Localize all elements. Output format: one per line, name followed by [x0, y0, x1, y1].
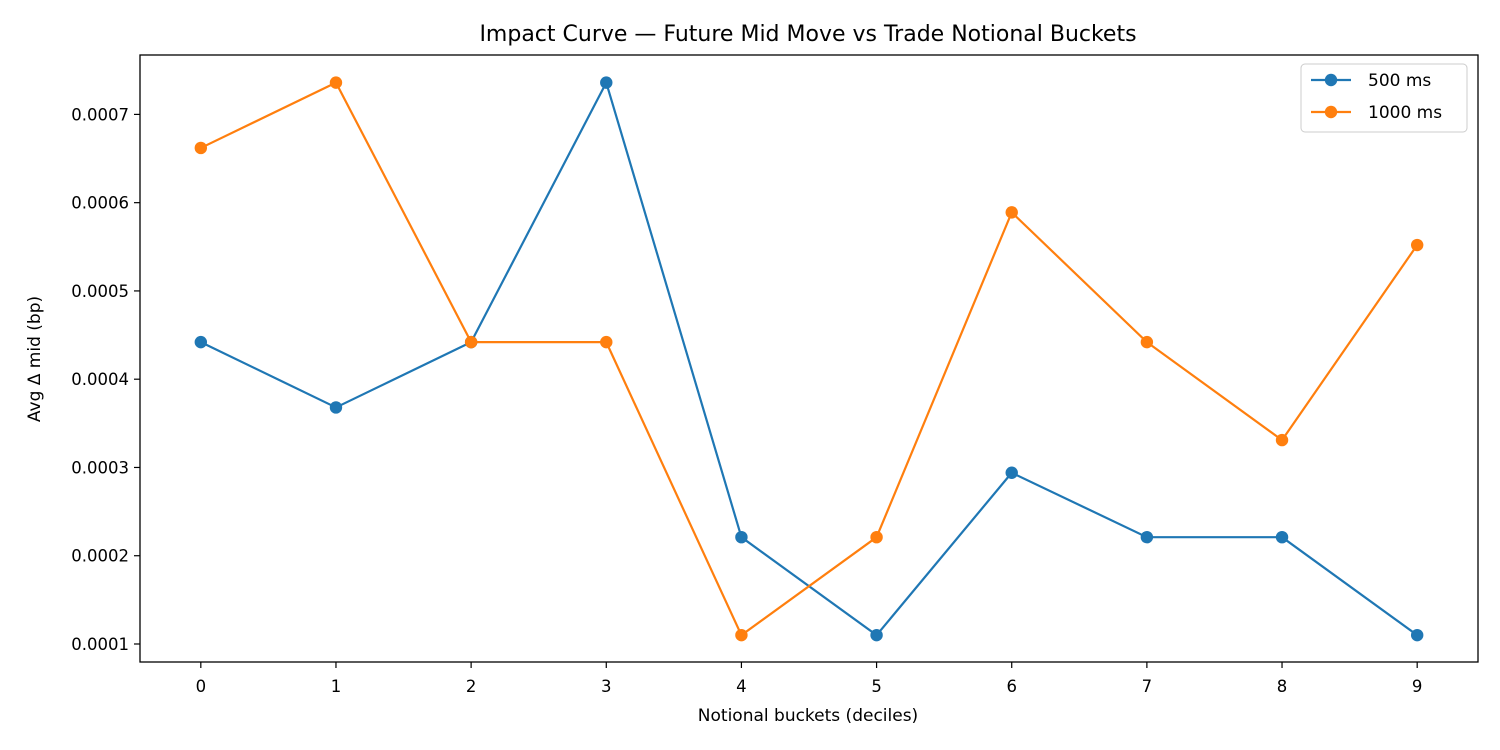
y-tick-label: 0.0006 [71, 194, 129, 213]
data-point [1275, 433, 1289, 447]
data-point [600, 76, 613, 89]
x-tick-label: 6 [1006, 677, 1017, 696]
x-tick-label: 8 [1277, 677, 1288, 696]
x-tick-label: 0 [196, 677, 207, 696]
legend: 500 ms 1000 ms [1300, 63, 1468, 133]
data-point [870, 628, 883, 642]
y-tick-label: 0.0002 [71, 547, 129, 566]
x-tick-label: 9 [1412, 677, 1423, 696]
data-point [1140, 335, 1154, 349]
data-point [1410, 238, 1424, 252]
data-point [600, 335, 613, 349]
data-point [870, 530, 883, 544]
data-point [735, 530, 748, 544]
data-point [464, 335, 478, 349]
data-point [1005, 206, 1018, 219]
x-axis-label: Notional buckets (deciles) [698, 706, 918, 726]
data-point [735, 628, 748, 642]
legend-swatch-marker [1324, 105, 1338, 119]
x-tick-label: 1 [331, 677, 342, 696]
y-tick-label: 0.0001 [71, 635, 129, 654]
legend-label: 500 ms [1368, 71, 1431, 91]
x-tick-label: 3 [601, 677, 612, 696]
data-point [1275, 530, 1289, 544]
plot-area: 0 1 2 3 4 5 6 7 8 9 0.0001 0.0002 0.0003 0.0004 0.0005… [71, 54, 1479, 696]
legend-label: 1000 ms [1368, 103, 1442, 123]
series-line-1 [200, 81, 1419, 637]
data-point [329, 401, 343, 414]
x-tick-label: 7 [1142, 677, 1153, 696]
y-tick-label: 0.0005 [71, 282, 129, 301]
data-point [194, 141, 208, 155]
data-point [1410, 628, 1424, 642]
x-tick-label: 5 [871, 677, 882, 696]
data-point [1005, 466, 1018, 479]
data-point [194, 335, 208, 349]
y-tick-label: 0.0007 [71, 105, 129, 124]
y-tick-label: 0.0003 [71, 458, 129, 477]
x-tick-label: 4 [736, 677, 747, 696]
axes-frame [139, 54, 1479, 663]
y-axis-label: Avg Δ mid (bp) [25, 296, 45, 422]
data-point [1140, 530, 1154, 544]
data-point [329, 76, 343, 89]
y-tick-label: 0.0004 [71, 370, 129, 389]
x-tick-label: 2 [466, 677, 477, 696]
legend-swatch-marker [1324, 73, 1338, 87]
chart-title: Impact Curve — Future Mid Move vs Trade … [479, 22, 1136, 47]
